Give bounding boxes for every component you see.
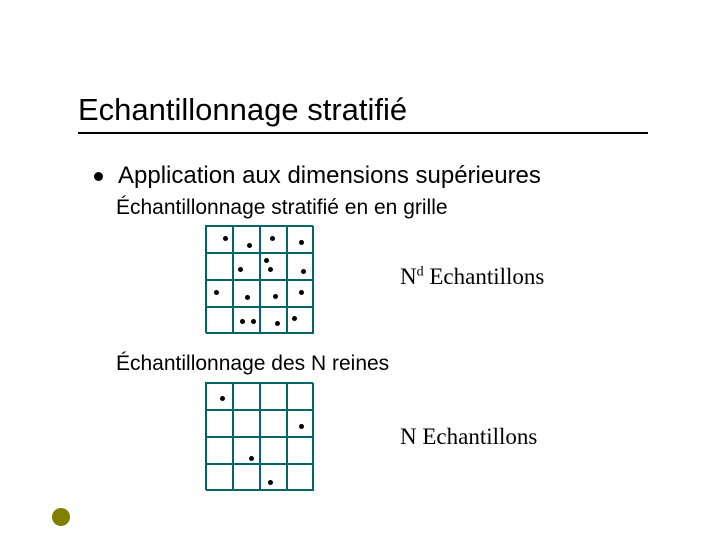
- grid-cell: [233, 280, 260, 307]
- sample-dot: [301, 269, 306, 274]
- grid-cell: [260, 464, 287, 491]
- grid-cell: [260, 383, 287, 410]
- sample-dot: [238, 267, 243, 272]
- sample-dot: [251, 319, 256, 324]
- formula-grid-suffix: Echantillons: [424, 264, 545, 289]
- sample-dot: [299, 424, 304, 429]
- grid-cell: [233, 410, 260, 437]
- grid-cell: [233, 383, 260, 410]
- bullet-text: Application aux dimensions supérieures: [118, 162, 541, 190]
- grid-cell: [233, 437, 260, 464]
- subtitle-grid: Échantillonnage stratifié en en grille: [116, 196, 448, 220]
- sample-dot: [275, 321, 280, 326]
- subtitle-queens: Échantillonnage des N reines: [116, 352, 389, 376]
- formula-grid: Nd Echantillons: [400, 264, 544, 290]
- grid-cell: [287, 307, 314, 334]
- grid-cell: [206, 437, 233, 464]
- sample-dot: [264, 258, 269, 263]
- grid-cell: [260, 253, 287, 280]
- formula-grid-prefix: N: [400, 264, 417, 289]
- sample-dot: [247, 243, 252, 248]
- grid-cell: [206, 464, 233, 491]
- sample-dot: [245, 295, 250, 300]
- grid-cell: [206, 253, 233, 280]
- sample-dot: [273, 294, 278, 299]
- bullet-icon: [94, 172, 103, 181]
- grid-cell: [206, 226, 233, 253]
- grid-cell: [260, 437, 287, 464]
- formula-grid-super: d: [417, 264, 424, 279]
- grid-frame: [205, 382, 313, 490]
- grid-cell: [233, 464, 260, 491]
- slide-title: Echantillonnage stratifié: [78, 92, 407, 128]
- grid-cell: [287, 253, 314, 280]
- sample-dot: [220, 396, 225, 401]
- grid-cell: [287, 437, 314, 464]
- grid-cell: [233, 226, 260, 253]
- grid-cell: [260, 410, 287, 437]
- title-underline: [78, 132, 648, 134]
- grid-cell: [206, 410, 233, 437]
- grid-cell: [287, 464, 314, 491]
- grid-frame: [205, 225, 313, 333]
- grid-cell: [206, 307, 233, 334]
- formula-queens: N Echantillons: [400, 424, 537, 450]
- sample-dot: [249, 456, 254, 461]
- grid-cell: [206, 280, 233, 307]
- sample-dot: [240, 319, 245, 324]
- sample-dot: [299, 240, 304, 245]
- grid-cell: [233, 253, 260, 280]
- accent-circle: [52, 508, 70, 526]
- grid-cell: [260, 307, 287, 334]
- grid-cell: [287, 383, 314, 410]
